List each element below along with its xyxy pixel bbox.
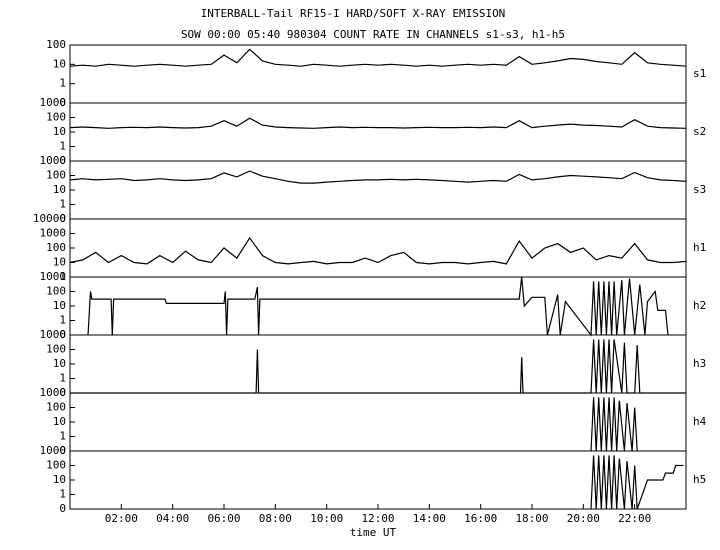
y-tick-label: 10 [53, 183, 66, 196]
trace [590, 455, 684, 510]
panel-frame [69, 218, 687, 278]
y-tick-label: 100 [46, 241, 66, 254]
y-tick-label: 1 [59, 77, 66, 90]
y-tick-label: 100 [46, 401, 66, 414]
trace [69, 48, 687, 67]
y-tick-label: 100 [46, 285, 66, 298]
x-tick-label: 04:00 [156, 512, 189, 525]
y-tick-label: 0 [59, 328, 66, 341]
y-tick-label: 10 [53, 357, 66, 370]
x-tick-label: 08:00 [259, 512, 292, 525]
y-tick-label: 1 [59, 198, 66, 211]
y-tick-label: 1000 [40, 96, 67, 109]
trace [70, 339, 686, 394]
y-tick-label: 100 [46, 169, 66, 182]
y-tick-label: 1000 [40, 154, 67, 167]
y-tick-label: 1 [59, 430, 66, 443]
panel-name: h1 [693, 241, 706, 254]
y-tick-label: 100 [46, 111, 66, 124]
y-tick-label: 0 [59, 96, 66, 109]
panel-name: s3 [693, 183, 706, 196]
panel-name: h5 [693, 473, 706, 486]
y-tick-label: 100 [46, 343, 66, 356]
y-tick-label: 0 [59, 154, 66, 167]
y-tick-label: 10000 [33, 212, 66, 225]
trace [590, 397, 638, 452]
y-tick-label: 1000 [40, 328, 67, 341]
x-tick-label: 10:00 [310, 512, 343, 525]
y-tick-label: 1000 [40, 386, 67, 399]
panel-name: s2 [693, 125, 706, 138]
panel-name: h4 [693, 415, 707, 428]
y-tick-label: 0 [59, 502, 66, 515]
x-tick-label: 02:00 [105, 512, 138, 525]
y-tick-label: 1 [59, 314, 66, 327]
y-tick-label: 0 [59, 212, 66, 225]
y-tick-label: 10 [53, 125, 66, 138]
y-tick-label: 0 [59, 386, 66, 399]
y-tick-label: 1000 [40, 227, 67, 240]
x-tick-label: 12:00 [361, 512, 394, 525]
panel-frame [69, 160, 687, 220]
y-tick-label: 100 [46, 38, 66, 51]
chart-title: INTERBALL-Tail RF15-I HARD/SOFT X-RAY EM… [201, 7, 506, 20]
panel-name: h3 [693, 357, 706, 370]
trace [69, 117, 687, 129]
y-tick-label: 1000 [40, 444, 67, 457]
trace [69, 236, 687, 265]
x-tick-label: 16:00 [464, 512, 497, 525]
panel-frame [69, 44, 687, 104]
y-tick-label: 10 [53, 473, 66, 486]
y-tick-label: 100 [46, 459, 66, 472]
y-tick-label: 10 [53, 299, 66, 312]
y-tick-label: 0 [59, 444, 66, 457]
panel-name: s1 [693, 67, 706, 80]
panel-name: h2 [693, 299, 706, 312]
x-tick-label: 22:00 [618, 512, 651, 525]
y-tick-label: 1 [59, 140, 66, 153]
panel-frame [69, 102, 687, 162]
y-tick-label: 1 [59, 488, 66, 501]
x-tick-label: 20:00 [567, 512, 600, 525]
y-tick-label: 1 [59, 372, 66, 385]
chart-subtitle: SOW 00:00 05:40 980304 COUNT RATE IN CHA… [181, 28, 565, 41]
y-tick-label: 1 [59, 270, 66, 283]
y-tick-label: 1000 [40, 270, 67, 283]
x-axis-label: time UT [350, 526, 397, 539]
y-tick-label: 10 [53, 415, 66, 428]
x-tick-label: 18:00 [515, 512, 548, 525]
trace [69, 170, 687, 184]
x-tick-label: 06:00 [207, 512, 240, 525]
y-tick-label: 10 [53, 256, 66, 269]
y-tick-label: 10 [53, 57, 66, 70]
trace [87, 276, 669, 337]
x-tick-label: 14:00 [413, 512, 446, 525]
